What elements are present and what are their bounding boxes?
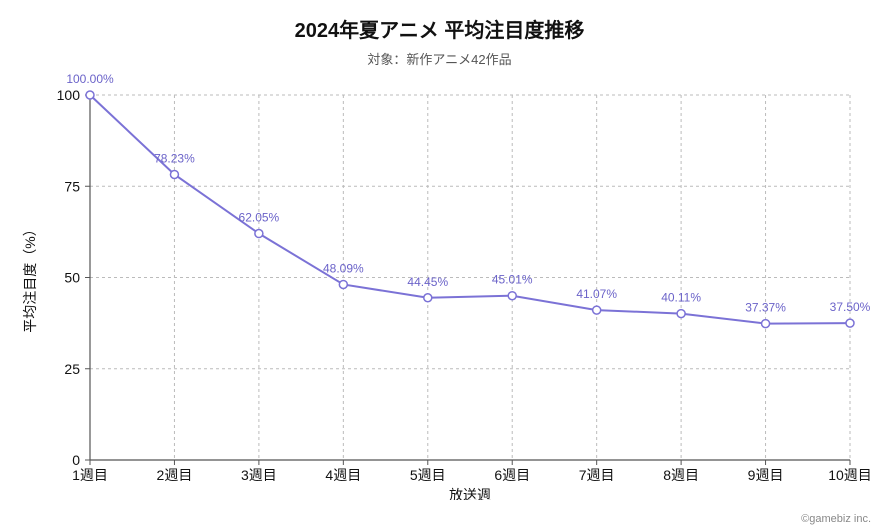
x-tick-label: 10週目	[828, 467, 872, 483]
chart-title: 2024年夏アニメ 平均注目度推移	[0, 0, 879, 43]
y-tick-label: 0	[72, 452, 80, 468]
data-point	[170, 170, 178, 178]
x-tick-label: 4週目	[325, 467, 361, 483]
x-tick-label: 7週目	[579, 467, 615, 483]
x-tick-label: 8週目	[663, 467, 699, 483]
x-tick-label: 6週目	[494, 467, 530, 483]
data-label: 48.09%	[323, 261, 364, 275]
y-tick-label: 75	[64, 178, 80, 194]
data-point	[424, 294, 432, 302]
data-point	[508, 292, 516, 300]
data-label: 40.11%	[661, 291, 701, 305]
x-axis-label: 放送週	[449, 487, 491, 500]
data-label: 45.01%	[492, 273, 533, 287]
data-point	[86, 91, 94, 99]
credit-text: ©gamebiz inc.	[801, 513, 871, 525]
y-tick-label: 25	[64, 361, 80, 377]
data-point	[255, 230, 263, 238]
line-chart: 0 25 50 75 100 1週目 2週目 3週目 4週目 5週目 6週目 7週目 8週目 9週目 10週…	[0, 60, 879, 500]
data-label: 78.23%	[154, 151, 195, 165]
data-point	[762, 320, 770, 328]
x-tick-label: 1週目	[72, 467, 108, 483]
data-point	[593, 306, 601, 314]
data-line	[90, 95, 850, 324]
x-tick-label: 2週目	[157, 467, 193, 483]
data-point	[677, 310, 685, 318]
chart-container: 2024年夏アニメ 平均注目度推移 対象：新作アニメ42作品 025507510…	[0, 0, 879, 529]
data-label: 37.37%	[745, 301, 786, 315]
data-label: 37.50%	[830, 300, 871, 314]
y-axis-label: 平均注目度（%）	[22, 222, 38, 332]
data-label: 44.45%	[407, 275, 448, 289]
x-tick-label: 5週目	[410, 467, 446, 483]
x-tick-label: 9週目	[748, 467, 784, 483]
data-point	[846, 319, 854, 327]
y-tick-label: 100	[57, 87, 81, 103]
x-tick-label: 3週目	[241, 467, 277, 483]
data-point	[339, 280, 347, 288]
data-label: 41.07%	[576, 287, 617, 301]
y-tick-label: 50	[64, 270, 80, 286]
data-label: 62.05%	[239, 211, 280, 225]
data-label: 100.00%	[66, 72, 114, 86]
